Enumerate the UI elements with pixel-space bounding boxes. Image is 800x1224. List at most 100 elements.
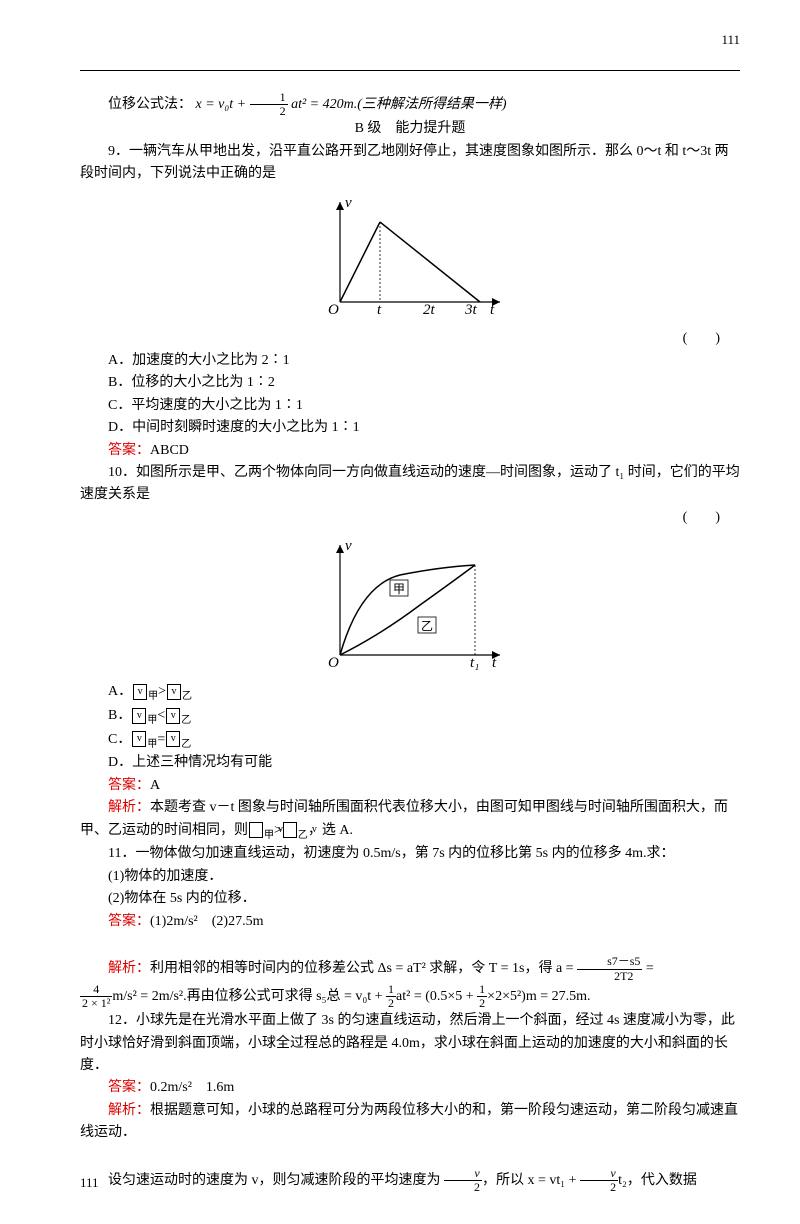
- q10-A-pre: A．: [108, 684, 132, 699]
- formula-rest: at² = 420m.(三种解法所得结果一样): [291, 97, 506, 112]
- q12-ans-label: 答案：: [108, 1080, 150, 1095]
- chart1-v: v: [345, 195, 352, 211]
- chart1-tick-t: t: [377, 302, 382, 318]
- q11-ans-value: (1)2m/s² (2)27.5m: [150, 914, 263, 929]
- q10-exp-label: 解析：: [108, 800, 150, 815]
- q10-text: 10．如图所示是甲、乙两个物体向同一方向做直线运动的速度—时间图象，运动了 t₁…: [80, 462, 740, 507]
- q9-optC: C．平均速度的大小之比为 1∶1: [108, 395, 740, 417]
- q10-optC: C．v甲=v乙: [108, 729, 740, 753]
- q12-text: 12．小球先是在光滑水平面上做了 3s 的匀速直线运动，然后滑上一个斜面，经过 …: [80, 1010, 740, 1077]
- q11-exp2b: at² = (0.5×5 +: [396, 989, 477, 1004]
- q11-frac4: 1 2: [477, 983, 487, 1010]
- q10-optD: D．上述三种情况均有可能: [108, 752, 740, 774]
- f3n: 1: [386, 983, 396, 997]
- chart1-tick-2t: 2t: [423, 302, 436, 318]
- q10-chart: 甲 乙 O v t₁ t: [310, 535, 510, 675]
- q10-optA: A．v甲>v乙: [108, 681, 740, 705]
- chart2-tick-t1: t₁: [470, 655, 479, 671]
- q11-explanation: 解析：利用相邻的相等时间内的位移差公式 Δs = aT² 求解，令 T = 1s…: [80, 955, 740, 982]
- q12-exp2c: t₂，代入数据: [618, 1173, 697, 1188]
- q11-exp2: m/s² = 2m/s².再由位移公式可求得 s₅总 = v₀t +: [112, 989, 386, 1004]
- q12-answer: 答案：0.2m/s² 1.6m: [80, 1077, 740, 1099]
- q10-ans-label: 答案：: [108, 778, 150, 793]
- q12-ans-value: 0.2m/s² 1.6m: [150, 1080, 234, 1095]
- f2n: 4: [80, 983, 112, 997]
- q11-answer: 答案：(1)2m/s² (2)27.5m: [80, 911, 740, 933]
- q9-answer: 答案：ABCD: [80, 440, 740, 462]
- q9-text: 9．一辆汽车从甲地出发，沿平直公路开到乙地刚好停止，其速度图象如图所示．那么 0…: [80, 141, 740, 186]
- q11-frac2: 4 2 × 1²: [80, 983, 112, 1010]
- frac-den: 2: [250, 105, 288, 118]
- q9-optA: A．加速度的大小之比为 2∶1: [108, 350, 740, 372]
- f1d: 2T2: [577, 970, 642, 983]
- q10-ans-value: A: [150, 778, 160, 793]
- paren-blank: ( ): [683, 328, 720, 350]
- q11-exp1: 利用相邻的相等时间内的位移差公式 Δs = aT² 求解，令 T = 1s，得 …: [150, 961, 577, 976]
- q12-frac6: v 2: [580, 1167, 618, 1194]
- f6d: 2: [580, 1181, 618, 1194]
- q12-frac5: v 2: [444, 1167, 482, 1194]
- q11-exp2c: ×2×5²)m = 27.5m.: [487, 989, 590, 1004]
- q12-exp-label: 解析：: [108, 1103, 150, 1118]
- q12-exp2b: ，所以 x = vt₁ +: [482, 1173, 580, 1188]
- q11-frac3: 1 2: [386, 983, 396, 1010]
- chart1-origin: O: [328, 302, 339, 318]
- frac-num: 1: [250, 91, 288, 105]
- q10-exp-text2: ，选 A.: [308, 823, 353, 838]
- q12-exp1: 根据题意可知，小球的总路程可分为两段位移大小的和，第一阶段匀速运动，第二阶段匀减…: [80, 1103, 738, 1140]
- page-number-bottom: 111: [80, 1173, 99, 1194]
- q12-explanation1: 解析：根据题意可知，小球的总路程可分为两段位移大小的和，第一阶段匀速运动，第二阶…: [80, 1100, 740, 1145]
- chart2-origin: O: [328, 655, 339, 671]
- f6n: v: [580, 1167, 618, 1181]
- displacement-formula: 位移公式法： x = v₀t + 1 2 at² = 420m.(三种解法所得结…: [80, 91, 740, 118]
- q10-optB: B．v甲<v乙: [108, 705, 740, 729]
- chart2-label-jia: 甲: [393, 582, 405, 596]
- formula-main: x = v₀t +: [196, 97, 250, 112]
- chart2-v: v: [345, 538, 352, 554]
- q12-explanation2: 设匀速运动时的速度为 v，则匀减速阶段的平均速度为 v 2 ，所以 x = vt…: [80, 1167, 740, 1194]
- formula-frac: 1 2: [250, 91, 288, 118]
- chart2-t: t: [492, 655, 497, 671]
- q10-answer: 答案：A: [80, 775, 740, 797]
- chart1-tick-3t: 3t: [464, 302, 478, 318]
- f5n: v: [444, 1167, 482, 1181]
- box-v3: v: [132, 708, 146, 724]
- q11-sub1: (1)物体的加速度．: [80, 866, 740, 888]
- top-rule: [80, 70, 740, 71]
- q11-explanation-line2: 4 2 × 1² m/s² = 2m/s².再由位移公式可求得 s₅总 = v₀…: [80, 983, 740, 1010]
- q11-exp1b: =: [646, 961, 654, 976]
- q11-ans-label: 答案：: [108, 914, 150, 929]
- section-b-title: B 级 能力提升题: [80, 118, 740, 140]
- formula-intro: 位移公式法：: [108, 97, 192, 112]
- q9-ans-value: ABCD: [150, 443, 189, 458]
- f2d: 2 × 1²: [80, 997, 112, 1010]
- page-number-top: 111: [721, 30, 740, 51]
- box-v5: v: [132, 731, 146, 747]
- q11-text: 11．一物体做匀加速直线运动，初速度为 0.5m/s，第 7s 内的位移比第 5…: [80, 843, 740, 865]
- box-v7: v: [249, 822, 263, 838]
- box-v2: v: [167, 684, 181, 700]
- q12-exp2: 设匀速运动时的速度为 v，则匀减速阶段的平均速度为: [108, 1173, 441, 1188]
- q9-chart: O v t 2t 3t t: [310, 192, 510, 322]
- q9-ans-label: 答案：: [108, 443, 150, 458]
- chart2-label-yi: 乙: [421, 619, 433, 633]
- q9-optB: B．位移的大小之比为 1∶2: [108, 372, 740, 394]
- paren-blank-2: ( ): [683, 507, 720, 529]
- q10-B-pre: B．: [108, 708, 131, 723]
- q10-C-pre: C．: [108, 732, 131, 747]
- f4n: 1: [477, 983, 487, 997]
- page-container: 111 位移公式法： x = v₀t + 1 2 at² = 420m.(三种解…: [0, 0, 800, 1224]
- f5d: 2: [444, 1181, 482, 1194]
- q11-sub2: (2)物体在 5s 内的位移．: [80, 888, 740, 910]
- f3d: 2: [386, 997, 396, 1010]
- q10-exp-text: 本题考查 v－t 图象与时间轴所围面积代表位移大小，由图可知甲图线与时间轴所围面…: [80, 800, 728, 837]
- box-v8: v: [283, 822, 297, 838]
- q10-explanation: 解析：本题考查 v－t 图象与时间轴所围面积代表位移大小，由图可知甲图线与时间轴…: [80, 797, 740, 843]
- box-v6: v: [166, 731, 180, 747]
- box-v: v: [133, 684, 147, 700]
- f1n: s7－s5: [577, 955, 642, 969]
- q11-frac1: s7－s5 2T2: [577, 955, 642, 982]
- box-v4: v: [166, 708, 180, 724]
- q11-exp-label: 解析：: [108, 961, 150, 976]
- f4d: 2: [477, 997, 487, 1010]
